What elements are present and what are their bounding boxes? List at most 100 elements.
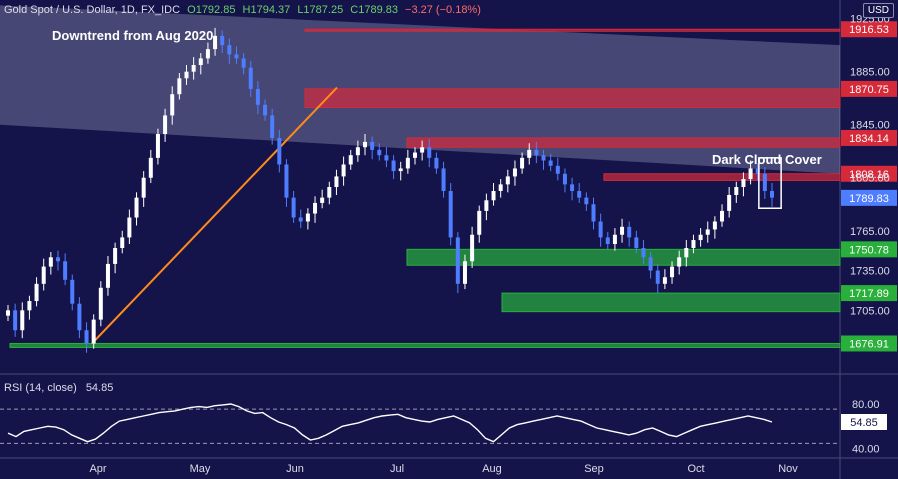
candle-body	[684, 248, 689, 258]
candle-body	[13, 310, 18, 331]
x-tick-label: Oct	[687, 463, 704, 475]
candle-body	[370, 141, 375, 150]
candle-body	[177, 78, 182, 95]
last-price-tag	[841, 189, 897, 206]
candle-body	[141, 177, 146, 198]
candle-body	[341, 164, 346, 177]
candle-body	[320, 197, 325, 203]
resistance-zone-1916.53	[304, 28, 841, 32]
support-price-tag-1717.89	[841, 285, 897, 302]
y-tick-label: 1765.00	[850, 226, 890, 238]
support-price-label-1750.78: 1750.78	[849, 244, 889, 256]
uptrend-line	[91, 86, 338, 345]
candle-body	[6, 310, 10, 316]
rsi-value-tag	[841, 414, 887, 430]
candle-body	[48, 257, 53, 267]
x-tick-label: Nov	[778, 463, 798, 475]
candle-body	[355, 147, 360, 156]
candle-body	[755, 168, 760, 174]
candle-body	[220, 35, 225, 46]
candle-body	[477, 210, 482, 235]
high-value: H1794.37	[242, 4, 291, 16]
candle-body	[641, 248, 646, 258]
close-value: C1789.83	[350, 4, 398, 16]
support-zone-1676.91	[9, 342, 841, 348]
support-price-tag-1750.78	[841, 241, 897, 258]
candle-body	[627, 226, 632, 238]
candle-body	[398, 168, 403, 172]
y-tick-label: 1885.00	[850, 67, 890, 79]
candle-body	[727, 194, 732, 211]
downtrend-annotation: Downtrend from Aug 2020	[52, 28, 214, 43]
candle-body	[677, 257, 682, 267]
candle-body	[670, 266, 675, 278]
candle-body	[291, 197, 296, 218]
candle-body	[577, 191, 582, 198]
resistance-zone-1870.75	[304, 88, 841, 108]
rsi-value-text: 54.85	[85, 382, 114, 394]
rsi-tick-label: 40.00	[852, 444, 880, 456]
chart-header: Gold Spot / U.S. Dollar, 1D, FX_IDC O179…	[4, 4, 485, 16]
candle-body	[762, 173, 767, 191]
candle-body	[277, 137, 282, 165]
resistance-price-tag-1916.53	[841, 21, 897, 38]
candle-body	[27, 301, 32, 311]
resistance-price-tag-1834.14	[841, 129, 897, 146]
candle-body	[248, 67, 253, 89]
candle-body	[455, 237, 460, 284]
candle-body	[705, 229, 710, 235]
candle-body	[584, 197, 589, 205]
candle-body	[55, 257, 60, 262]
resistance-price-label-1834.14: 1834.14	[849, 133, 889, 145]
candle-body	[712, 221, 717, 230]
candle-body	[598, 221, 603, 238]
open-value: O1792.85	[187, 4, 236, 16]
candle-body	[205, 49, 210, 59]
y-tick-label: 1805.00	[850, 173, 890, 185]
candle-body	[634, 237, 639, 249]
resistance-zone-1834.14	[406, 137, 841, 148]
candle-body	[134, 197, 139, 218]
candle-body	[512, 168, 517, 177]
candle-body	[41, 266, 46, 284]
resistance-price-tag-1808.16	[841, 165, 897, 182]
resistance-price-label-1916.53: 1916.53	[849, 24, 889, 36]
x-tick-label: Jun	[286, 463, 304, 475]
x-tick-label: Sep	[584, 463, 604, 475]
x-tick-label: Jul	[390, 463, 404, 475]
candle-body	[163, 115, 168, 134]
candle-body	[720, 210, 725, 222]
candle-body	[270, 115, 275, 138]
candle-body	[377, 149, 382, 156]
candle-body	[662, 277, 667, 284]
support-price-label-1717.89: 1717.89	[849, 288, 889, 300]
last-price-label: 1789.83	[849, 193, 889, 205]
candle-body	[520, 157, 525, 169]
candle-body	[155, 133, 160, 158]
candle-body	[412, 152, 417, 158]
y-tick-label: 1845.00	[850, 120, 890, 132]
candle-body	[391, 160, 396, 172]
candle-body	[505, 176, 510, 185]
x-tick-label: May	[190, 463, 211, 475]
candle-body	[548, 160, 553, 166]
candle-body	[84, 330, 89, 344]
y-tick-label: 1705.00	[850, 305, 890, 317]
candle-body	[405, 157, 410, 169]
candle-body	[698, 234, 703, 241]
candle-body	[70, 279, 75, 304]
candle-body	[562, 173, 567, 185]
candle-body	[313, 202, 318, 214]
candle-body	[98, 287, 103, 320]
resistance-price-tag-1870.75	[841, 80, 897, 97]
candle-body	[34, 283, 39, 302]
candle-body	[127, 217, 132, 238]
candle-body	[441, 168, 446, 191]
candle-body	[63, 261, 68, 280]
currency-button[interactable]: USD	[862, 3, 894, 18]
candle-body	[434, 157, 439, 169]
candle-body	[491, 191, 496, 201]
support-zone-1750.78	[406, 248, 841, 266]
